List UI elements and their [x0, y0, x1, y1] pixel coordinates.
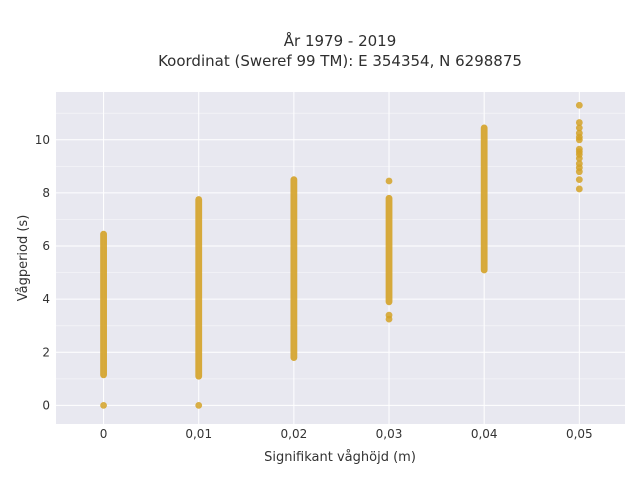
data-point	[575, 145, 583, 153]
data-point-range	[385, 194, 393, 306]
x-tick-label: 0	[100, 427, 108, 441]
plot-area	[56, 92, 625, 424]
data-point	[385, 311, 393, 319]
data-point	[575, 124, 583, 132]
data-point	[100, 402, 107, 409]
data-point-range	[290, 176, 298, 361]
chart-title-line-2: Koordinat (Sweref 99 TM): E 354354, N 62…	[158, 52, 522, 70]
x-tick-label: 0,01	[185, 427, 212, 441]
y-axis-label: Vågperiod (s)	[16, 215, 31, 302]
data-point	[385, 177, 393, 185]
y-tick-label: 4	[42, 292, 50, 306]
y-tick-labels: 0 2 4 6 8 10	[35, 133, 50, 413]
x-tick-label: 0,05	[566, 427, 593, 441]
data-point-range	[100, 230, 107, 379]
y-tick-label: 8	[42, 186, 50, 200]
y-tick-label: 10	[35, 133, 50, 147]
data-point	[575, 119, 583, 126]
x-axis-label: Signifikant våghöjd (m)	[264, 450, 416, 465]
x-tick-label: 0,02	[281, 427, 308, 441]
data-point	[195, 402, 203, 409]
data-point	[575, 101, 583, 109]
data-point-range	[480, 124, 488, 274]
y-tick-label: 6	[42, 239, 50, 253]
data-point	[575, 176, 583, 184]
data-points	[100, 101, 583, 409]
data-point	[575, 160, 583, 168]
data-point	[575, 129, 583, 137]
chart-title-line-1: År 1979 - 2019	[284, 31, 397, 50]
data-point-range	[195, 196, 203, 380]
x-tick-labels: 0 0,01 0,02 0,03 0,04 0,05	[100, 427, 593, 441]
x-tick-label: 0,04	[471, 427, 498, 441]
y-tick-label: 2	[42, 345, 50, 359]
y-tick-label: 0	[42, 398, 50, 412]
x-tick-label: 0,03	[376, 427, 403, 441]
data-point	[575, 185, 583, 193]
